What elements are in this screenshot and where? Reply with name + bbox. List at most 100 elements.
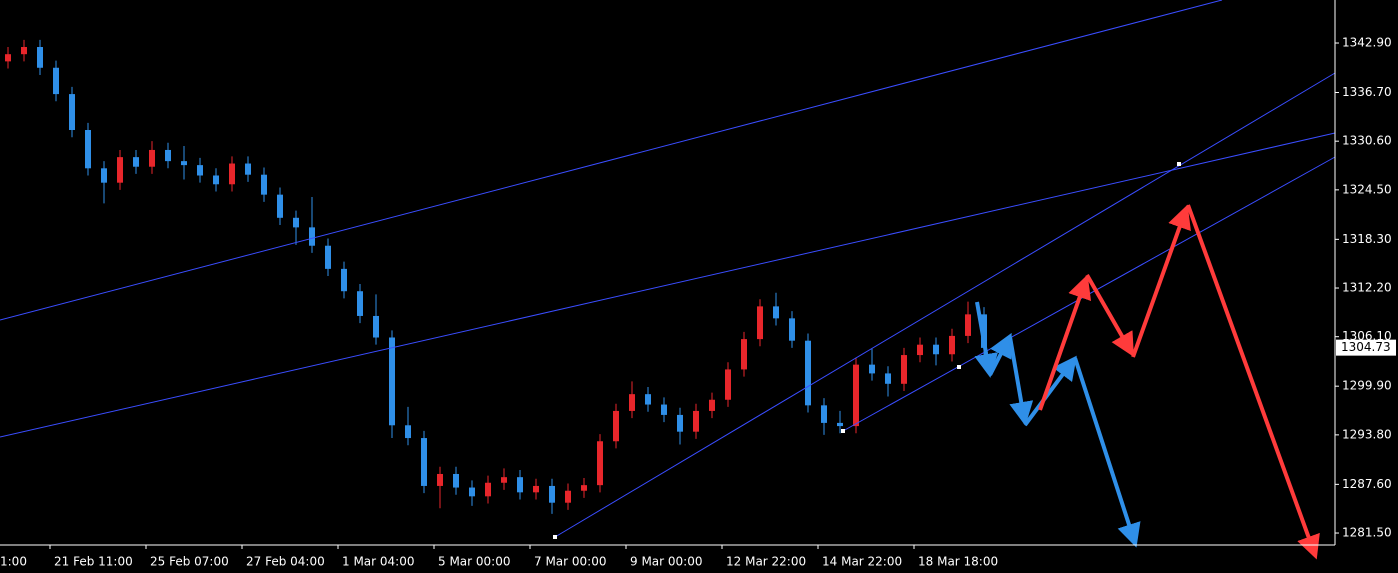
candle-body (549, 485, 555, 503)
y-tick-label: 1287.60 (1342, 477, 1392, 491)
candle-body (757, 306, 763, 340)
candle-body (869, 364, 875, 374)
y-tick-label: 1330.60 (1342, 134, 1392, 148)
candle-body (853, 364, 859, 427)
candle-body (117, 157, 123, 183)
candle-body (709, 399, 715, 411)
candle-body (629, 394, 635, 411)
anchor (1177, 162, 1181, 166)
candle-body (789, 318, 795, 341)
y-tick-label: 1281.50 (1342, 526, 1392, 540)
candles (5, 39, 987, 514)
candle-body (181, 161, 187, 166)
arrow (1131, 204, 1191, 358)
candle-body (933, 344, 939, 355)
anchor (957, 365, 961, 369)
candle-body (517, 477, 523, 493)
y-tick-label: 1324.50 (1342, 182, 1392, 196)
y-tick-label: 1336.70 (1342, 85, 1392, 99)
candle-body (389, 337, 395, 426)
arrow (1008, 336, 1034, 426)
candle-body (53, 67, 59, 95)
candle-body (149, 149, 155, 167)
y-tick-label: 1318.30 (1342, 232, 1392, 246)
candle-body (229, 163, 235, 185)
arrow (1186, 204, 1320, 560)
candle-body (677, 414, 683, 432)
arrow (974, 301, 999, 378)
candle-body (197, 165, 203, 176)
x-tick-label: 1:00 (0, 555, 27, 569)
arrow (1023, 355, 1077, 427)
arrow (1038, 274, 1092, 411)
candle-body (645, 394, 651, 405)
candle-body (421, 438, 427, 486)
x-tick-label: 12 Mar 22:00 (726, 555, 806, 569)
candle-body (949, 335, 955, 355)
x-tick-label: 1 Mar 04:00 (342, 555, 415, 569)
candle-body (213, 175, 219, 185)
y-tick-label: 1342.90 (1342, 36, 1392, 50)
candle-body (453, 473, 459, 488)
candle-body (901, 355, 907, 384)
y-tick-label: 1299.90 (1342, 379, 1392, 393)
x-tick-label: 25 Feb 07:00 (150, 555, 229, 569)
x-tick-label: 21 Feb 11:00 (54, 555, 133, 569)
candle-body (837, 422, 843, 427)
candle-body (133, 157, 139, 167)
candle-body (613, 410, 619, 442)
candle-body (565, 490, 571, 503)
trend-line (554, 72, 1336, 538)
candle-body (165, 149, 171, 162)
candle-body (357, 291, 363, 316)
candle-body (293, 217, 299, 228)
trend-line (0, 0, 1223, 321)
candle-body (693, 410, 699, 432)
candle-body (373, 315, 379, 338)
x-tick-label: 27 Feb 04:00 (246, 555, 325, 569)
candle-body (885, 373, 891, 384)
arrow (1085, 274, 1134, 357)
x-tick-label: 5 Mar 00:00 (438, 555, 511, 569)
axes: 1342.90 1336.70 1330.60 1324.50 1318.30 1312.… (0, 36, 1396, 569)
anchor (841, 429, 845, 433)
last-price-label: 1304.73 (1341, 340, 1391, 354)
candle-body (437, 473, 443, 486)
arrow (1073, 357, 1141, 548)
candle-body (21, 47, 27, 55)
candle-body (341, 268, 347, 292)
candle-body (773, 306, 779, 319)
candle-body (917, 344, 923, 356)
candle-body (469, 487, 475, 497)
candle-body (85, 130, 91, 169)
trend-line (0, 132, 1336, 438)
candle-body (725, 369, 731, 400)
candle-body (245, 163, 251, 175)
candle-body (821, 405, 827, 423)
candle-body (309, 227, 315, 246)
x-tick-label: 9 Mar 00:00 (630, 555, 703, 569)
candle-body (661, 404, 667, 415)
x-tick-label: 18 Mar 18:00 (918, 555, 998, 569)
candle-body (101, 168, 107, 183)
candle-body (805, 340, 811, 406)
candle-body (533, 485, 539, 493)
last-price-box (1336, 339, 1396, 356)
anchor (553, 535, 557, 539)
y-tick-label: 1312.20 (1342, 281, 1392, 295)
y-tick-label: 1293.80 (1342, 427, 1392, 441)
candle-body (37, 47, 43, 68)
candle-body (277, 194, 283, 218)
x-tick-label: 7 Mar 00:00 (534, 555, 607, 569)
candle-body (581, 485, 587, 491)
candle-body (325, 245, 331, 269)
candle-body (261, 174, 267, 195)
anchor-points (553, 162, 1181, 539)
candle-body (485, 482, 491, 497)
candle-body (69, 94, 75, 131)
arrow (988, 332, 1012, 376)
x-tick-label: 14 Mar 22:00 (822, 555, 902, 569)
drawings (0, 0, 1336, 538)
